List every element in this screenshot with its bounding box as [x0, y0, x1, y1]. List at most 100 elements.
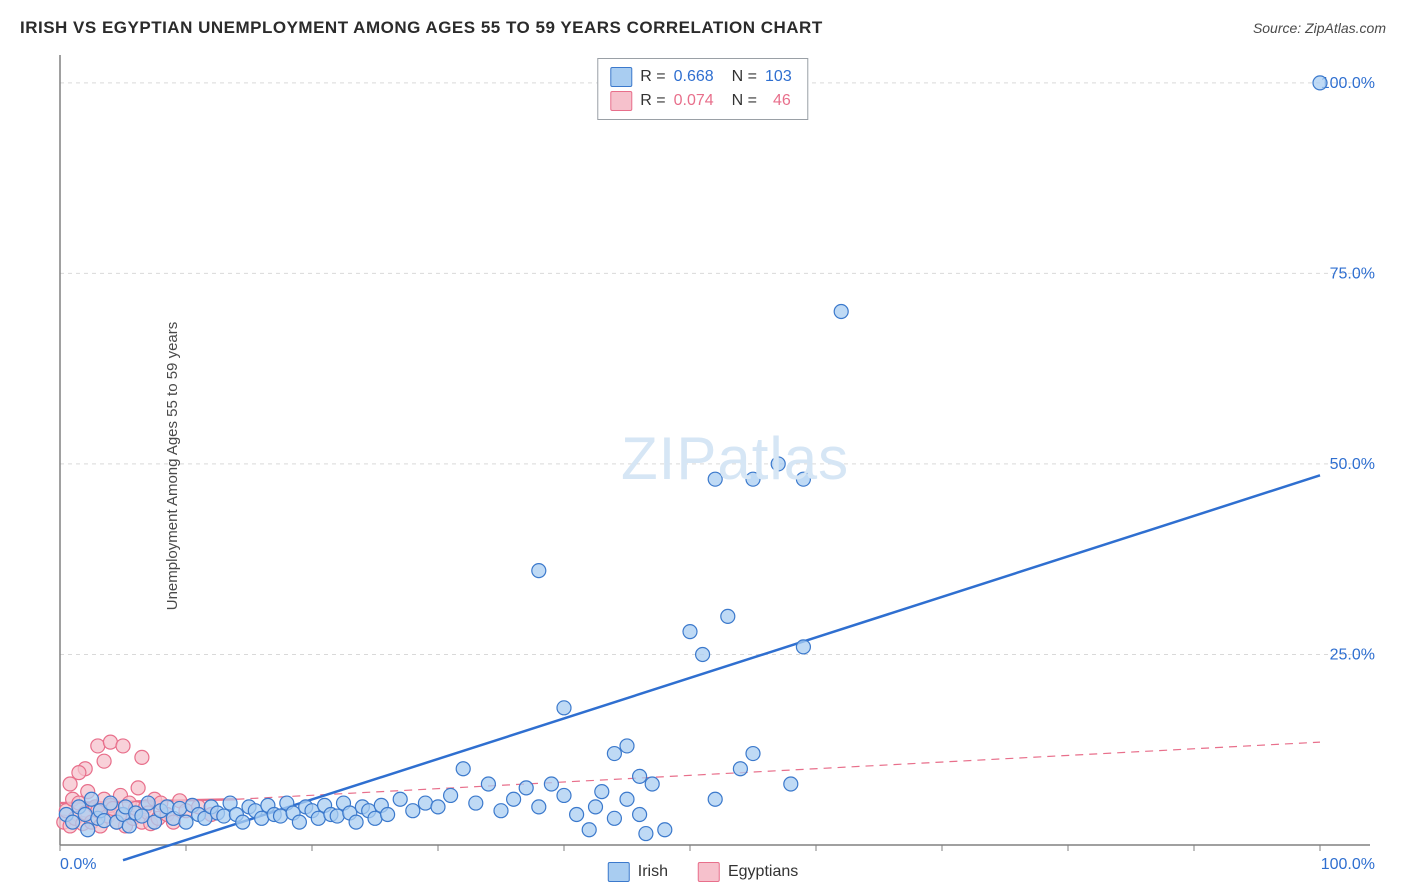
data-point	[557, 701, 571, 715]
data-point	[97, 814, 111, 828]
data-point	[456, 762, 470, 776]
data-point	[1313, 76, 1327, 90]
y-tick-label: 75.0%	[1330, 265, 1375, 282]
data-point	[311, 811, 325, 825]
data-point	[122, 819, 136, 833]
y-axis-label: Unemployment Among Ages 55 to 59 years	[164, 322, 181, 611]
data-point	[173, 801, 187, 815]
data-point	[746, 472, 760, 486]
data-point	[633, 808, 647, 822]
data-point	[406, 804, 420, 818]
data-point	[444, 788, 458, 802]
data-point	[683, 625, 697, 639]
data-point	[418, 796, 432, 810]
data-point	[72, 766, 86, 780]
data-point	[236, 815, 250, 829]
legend-swatch-egyptians-bottom	[698, 862, 720, 882]
stats-row-egyptians: R = 0.074 N = 46	[610, 89, 791, 113]
data-point	[607, 747, 621, 761]
data-point	[589, 800, 603, 814]
legend-label-egyptians: Egyptians	[728, 863, 798, 881]
legend-swatch-irish-bottom	[608, 862, 630, 882]
chart-header: IRISH VS EGYPTIAN UNEMPLOYMENT AMONG AGE…	[20, 18, 1386, 38]
legend-label-irish: Irish	[638, 863, 668, 881]
data-point	[103, 735, 117, 749]
data-point	[81, 823, 95, 837]
data-point	[481, 777, 495, 791]
data-point	[570, 808, 584, 822]
legend-swatch-irish	[610, 67, 632, 87]
data-point	[66, 815, 80, 829]
data-point	[796, 640, 810, 654]
data-point	[607, 811, 621, 825]
data-point	[633, 769, 647, 783]
data-point	[721, 609, 735, 623]
data-point	[97, 754, 111, 768]
data-point	[834, 305, 848, 319]
data-point	[519, 781, 533, 795]
data-point	[103, 796, 117, 810]
data-point	[645, 777, 659, 791]
stat-n-egyptians: 46	[773, 89, 791, 113]
legend-swatch-egyptians	[610, 91, 632, 111]
data-point	[639, 827, 653, 841]
scatter-chart: 25.0% 50.0% 75.0% 100.0% 0.0% 100.0%	[20, 50, 1386, 882]
data-point	[557, 788, 571, 802]
data-point	[141, 796, 155, 810]
chart-title: IRISH VS EGYPTIAN UNEMPLOYMENT AMONG AGE…	[20, 18, 823, 38]
data-point	[532, 564, 546, 578]
data-point	[708, 792, 722, 806]
data-point	[116, 739, 130, 753]
data-point	[771, 457, 785, 471]
data-point	[595, 785, 609, 799]
legend-item-irish: Irish	[608, 862, 668, 882]
data-point	[292, 815, 306, 829]
chart-source: Source: ZipAtlas.com	[1253, 20, 1386, 36]
data-point	[796, 472, 810, 486]
data-point	[733, 762, 747, 776]
data-point	[78, 808, 92, 822]
data-point	[708, 472, 722, 486]
data-point	[255, 811, 269, 825]
data-point	[431, 800, 445, 814]
data-point	[620, 792, 634, 806]
data-point	[135, 750, 149, 764]
data-point	[330, 809, 344, 823]
data-point	[507, 792, 521, 806]
stat-n-irish: 103	[765, 65, 792, 89]
stats-row-irish: R = 0.668 N = 103	[610, 65, 791, 89]
x-tick-label: 100.0%	[1321, 856, 1375, 873]
data-point	[349, 815, 363, 829]
data-point	[131, 781, 145, 795]
x-tick-label: 0.0%	[60, 856, 96, 873]
data-point	[85, 792, 99, 806]
data-point	[784, 777, 798, 791]
chart-area: Unemployment Among Ages 55 to 59 years Z…	[20, 50, 1386, 882]
data-point	[620, 739, 634, 753]
data-point	[393, 792, 407, 806]
data-point	[746, 747, 760, 761]
y-tick-label: 25.0%	[1330, 646, 1375, 663]
stat-r-irish: 0.668	[674, 65, 714, 89]
data-point	[368, 811, 382, 825]
y-tick-label: 100.0%	[1321, 75, 1375, 92]
data-point	[91, 739, 105, 753]
data-point	[469, 796, 483, 810]
data-point	[532, 800, 546, 814]
legend-item-egyptians: Egyptians	[698, 862, 798, 882]
data-point	[494, 804, 508, 818]
data-point	[274, 809, 288, 823]
stats-legend: R = 0.668 N = 103 R = 0.074 N = 46	[597, 58, 808, 120]
data-point	[582, 823, 596, 837]
data-point	[63, 777, 77, 791]
bottom-legend: Irish Egyptians	[608, 862, 799, 882]
data-point	[381, 808, 395, 822]
stat-r-egyptians: 0.074	[674, 89, 714, 113]
y-tick-label: 50.0%	[1330, 456, 1375, 473]
data-point	[658, 823, 672, 837]
data-point	[696, 647, 710, 661]
data-point	[217, 809, 231, 823]
data-point	[544, 777, 558, 791]
data-point	[135, 809, 149, 823]
data-point	[179, 815, 193, 829]
